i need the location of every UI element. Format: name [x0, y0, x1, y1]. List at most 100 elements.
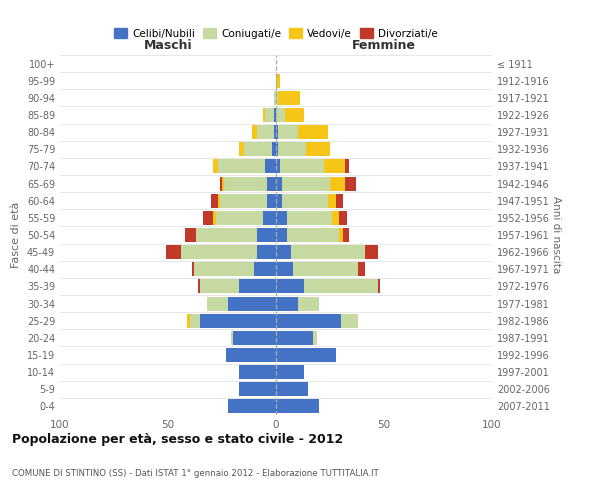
- Bar: [229, 296, 276, 310]
- Bar: [207, 296, 229, 310]
- Bar: [265, 160, 276, 173]
- Bar: [187, 314, 190, 328]
- Bar: [313, 331, 317, 345]
- Bar: [214, 211, 215, 225]
- Bar: [196, 228, 257, 242]
- Bar: [257, 245, 276, 259]
- Bar: [268, 176, 276, 190]
- Bar: [192, 262, 194, 276]
- Bar: [185, 228, 196, 242]
- Bar: [276, 382, 308, 396]
- Bar: [239, 382, 276, 396]
- Bar: [328, 194, 337, 207]
- Bar: [222, 176, 224, 190]
- Bar: [239, 365, 276, 379]
- Bar: [278, 142, 306, 156]
- Bar: [293, 262, 358, 276]
- Bar: [280, 160, 323, 173]
- Bar: [276, 314, 341, 328]
- Bar: [224, 176, 268, 190]
- Bar: [265, 108, 274, 122]
- Bar: [306, 142, 330, 156]
- Bar: [377, 280, 380, 293]
- Bar: [276, 160, 280, 173]
- Bar: [276, 194, 283, 207]
- Bar: [198, 280, 200, 293]
- Bar: [200, 314, 276, 328]
- Bar: [276, 348, 337, 362]
- Bar: [194, 262, 254, 276]
- Bar: [215, 211, 263, 225]
- Bar: [257, 125, 274, 139]
- Bar: [283, 194, 328, 207]
- Bar: [284, 108, 304, 122]
- Bar: [278, 125, 298, 139]
- Bar: [276, 91, 278, 105]
- Bar: [276, 296, 298, 310]
- Bar: [276, 262, 293, 276]
- Bar: [218, 194, 220, 207]
- Bar: [283, 176, 330, 190]
- Bar: [276, 280, 304, 293]
- Bar: [276, 176, 283, 190]
- Bar: [239, 142, 244, 156]
- Bar: [257, 228, 276, 242]
- Bar: [220, 176, 222, 190]
- Bar: [276, 400, 319, 413]
- Bar: [252, 125, 257, 139]
- Legend: Celibi/Nubili, Coniugati/e, Vedovi/e, Divorziati/e: Celibi/Nubili, Coniugati/e, Vedovi/e, Di…: [110, 24, 442, 43]
- Bar: [345, 160, 349, 173]
- Y-axis label: Anni di nascita: Anni di nascita: [551, 196, 561, 274]
- Bar: [332, 211, 338, 225]
- Bar: [291, 245, 365, 259]
- Text: Femmine: Femmine: [352, 38, 416, 52]
- Bar: [330, 176, 345, 190]
- Bar: [287, 228, 338, 242]
- Bar: [338, 211, 347, 225]
- Bar: [181, 245, 257, 259]
- Bar: [200, 280, 239, 293]
- Bar: [276, 365, 304, 379]
- Bar: [211, 194, 218, 207]
- Bar: [274, 125, 276, 139]
- Bar: [345, 176, 356, 190]
- Bar: [203, 211, 214, 225]
- Bar: [343, 228, 349, 242]
- Text: Popolazione per età, sesso e stato civile - 2012: Popolazione per età, sesso e stato civil…: [12, 432, 343, 446]
- Bar: [229, 400, 276, 413]
- Bar: [233, 331, 276, 345]
- Bar: [337, 194, 343, 207]
- Bar: [274, 108, 276, 122]
- Bar: [272, 142, 276, 156]
- Bar: [341, 314, 358, 328]
- Bar: [276, 108, 284, 122]
- Bar: [244, 142, 272, 156]
- Bar: [226, 348, 276, 362]
- Bar: [220, 194, 268, 207]
- Bar: [263, 108, 265, 122]
- Bar: [298, 296, 319, 310]
- Bar: [274, 91, 276, 105]
- Bar: [323, 160, 345, 173]
- Bar: [276, 211, 287, 225]
- Bar: [278, 91, 300, 105]
- Bar: [263, 211, 276, 225]
- Bar: [298, 125, 328, 139]
- Bar: [276, 125, 278, 139]
- Y-axis label: Fasce di età: Fasce di età: [11, 202, 21, 268]
- Bar: [276, 142, 278, 156]
- Text: Maschi: Maschi: [143, 38, 193, 52]
- Bar: [190, 314, 200, 328]
- Bar: [304, 280, 377, 293]
- Bar: [287, 211, 332, 225]
- Text: COMUNE DI STINTINO (SS) - Dati ISTAT 1° gennaio 2012 - Elaborazione TUTTITALIA.I: COMUNE DI STINTINO (SS) - Dati ISTAT 1° …: [12, 469, 379, 478]
- Bar: [254, 262, 276, 276]
- Bar: [365, 245, 377, 259]
- Bar: [276, 245, 291, 259]
- Bar: [276, 331, 313, 345]
- Bar: [230, 331, 233, 345]
- Bar: [276, 228, 287, 242]
- Bar: [218, 160, 265, 173]
- Bar: [166, 245, 181, 259]
- Bar: [276, 74, 280, 88]
